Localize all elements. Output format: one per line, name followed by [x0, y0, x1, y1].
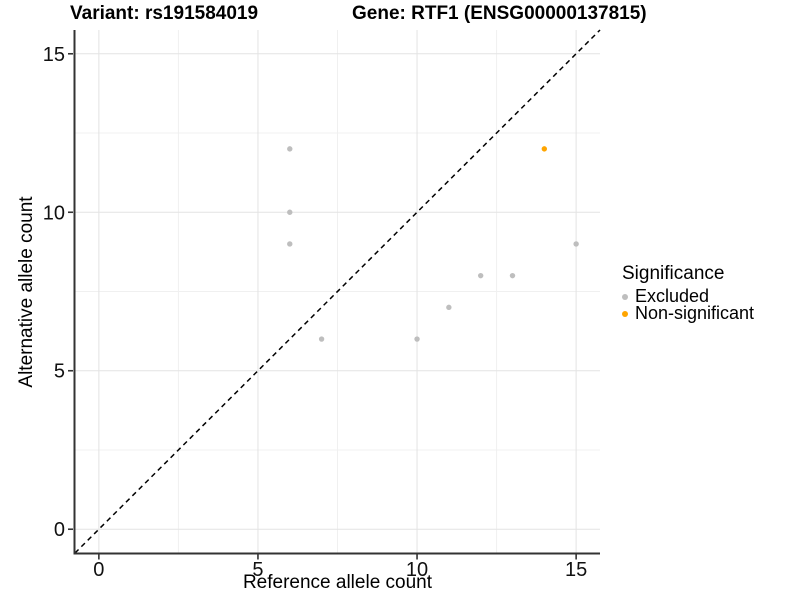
identity-line — [74, 29, 601, 554]
x-tick-label: 5 — [252, 559, 263, 581]
legend-title: Significance — [622, 263, 725, 284]
legend-label-excluded: Excluded — [635, 286, 710, 306]
data-point-excluded — [509, 272, 516, 279]
data-point-excluded — [573, 241, 579, 247]
y-tick-label: 10 — [43, 202, 65, 224]
data-point-excluded — [318, 336, 325, 342]
x-tick-label: 10 — [406, 559, 428, 581]
legend-item-non-significant: Non-significant — [622, 303, 755, 323]
data-point-excluded — [414, 336, 420, 342]
plot-title-variant: Variant: rs191584019 — [70, 3, 259, 24]
legend-label-non-significant: Non-significant — [635, 303, 755, 323]
legend-swatch-excluded — [622, 293, 628, 300]
x-tick-label: 0 — [93, 559, 104, 581]
data-point-excluded — [287, 146, 293, 152]
data-point-non-significant — [541, 146, 548, 152]
data-point-excluded — [477, 272, 484, 279]
plot-title-gene: Gene: RTF1 (ENSG00000137815) — [352, 3, 647, 24]
data-point-excluded — [287, 241, 293, 247]
x-axis-title: Reference allele count — [242, 572, 433, 593]
y-tick-label: 0 — [54, 519, 65, 541]
x-tick-label: 15 — [565, 559, 587, 581]
data-point-excluded — [287, 209, 293, 215]
legend-swatch-non-significant — [622, 310, 628, 317]
y-tick-label: 15 — [43, 44, 65, 66]
legend-item-excluded: Excluded — [622, 286, 754, 306]
y-tick-label: 5 — [54, 361, 65, 383]
legend: Significance Excluded Non-significant — [622, 263, 755, 323]
data-point-excluded — [446, 304, 452, 311]
